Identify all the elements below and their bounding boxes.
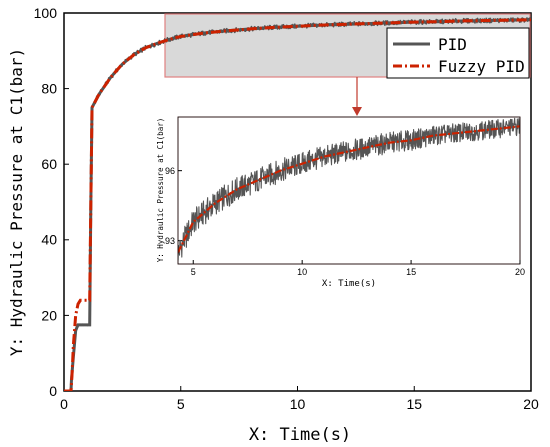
x-tick-label: 20 <box>523 396 539 412</box>
series-pid-noise <box>178 117 520 261</box>
inset-x-axis-label: X: Time(s) <box>322 279 376 289</box>
x-tick-label: 5 <box>191 267 196 277</box>
y-tick-label: 100 <box>34 5 58 21</box>
x-axis-label: X: Time(s) <box>249 425 351 445</box>
inset-series-group <box>178 117 520 261</box>
y-tick-label: 40 <box>41 232 57 248</box>
series-fuzzy-pid <box>178 125 520 253</box>
main-axis-ticks: 0 5 10 15 20 0 20 40 60 80 100 <box>34 5 539 412</box>
inset-plot-frame <box>177 116 521 265</box>
inset-y-axis-label: Y: Hydraulic Pressure at C1(bar) <box>156 118 165 263</box>
y-tick-label: 60 <box>41 156 57 172</box>
series-fuzzy-pid <box>64 18 531 391</box>
legend-label-pid: PID <box>438 35 467 54</box>
x-tick-label: 20 <box>515 267 525 277</box>
y-axis-label: Y: Hydraulic Pressure at C1(bar) <box>7 48 26 356</box>
y-tick-label: 0 <box>49 383 57 399</box>
legend-box <box>386 27 530 79</box>
y-tick-label: 80 <box>41 81 57 97</box>
x-tick-label: 5 <box>177 396 185 412</box>
legend-label-fuzzy: Fuzzy PID <box>438 57 525 76</box>
zoom-arrow <box>352 77 362 116</box>
x-tick-label: 15 <box>406 267 416 277</box>
x-tick-label: 10 <box>297 267 307 277</box>
x-tick-label: 10 <box>290 396 306 412</box>
legend: PID Fuzzy PID <box>386 27 530 79</box>
y-tick-label: 20 <box>41 307 57 323</box>
inset-axis-frame <box>177 116 521 265</box>
y-tick-label: 93 <box>165 236 175 246</box>
y-tick-label: 96 <box>165 166 175 176</box>
x-tick-label: 0 <box>60 396 68 412</box>
x-tick-label: 15 <box>406 396 422 412</box>
main-series-group <box>64 17 531 391</box>
